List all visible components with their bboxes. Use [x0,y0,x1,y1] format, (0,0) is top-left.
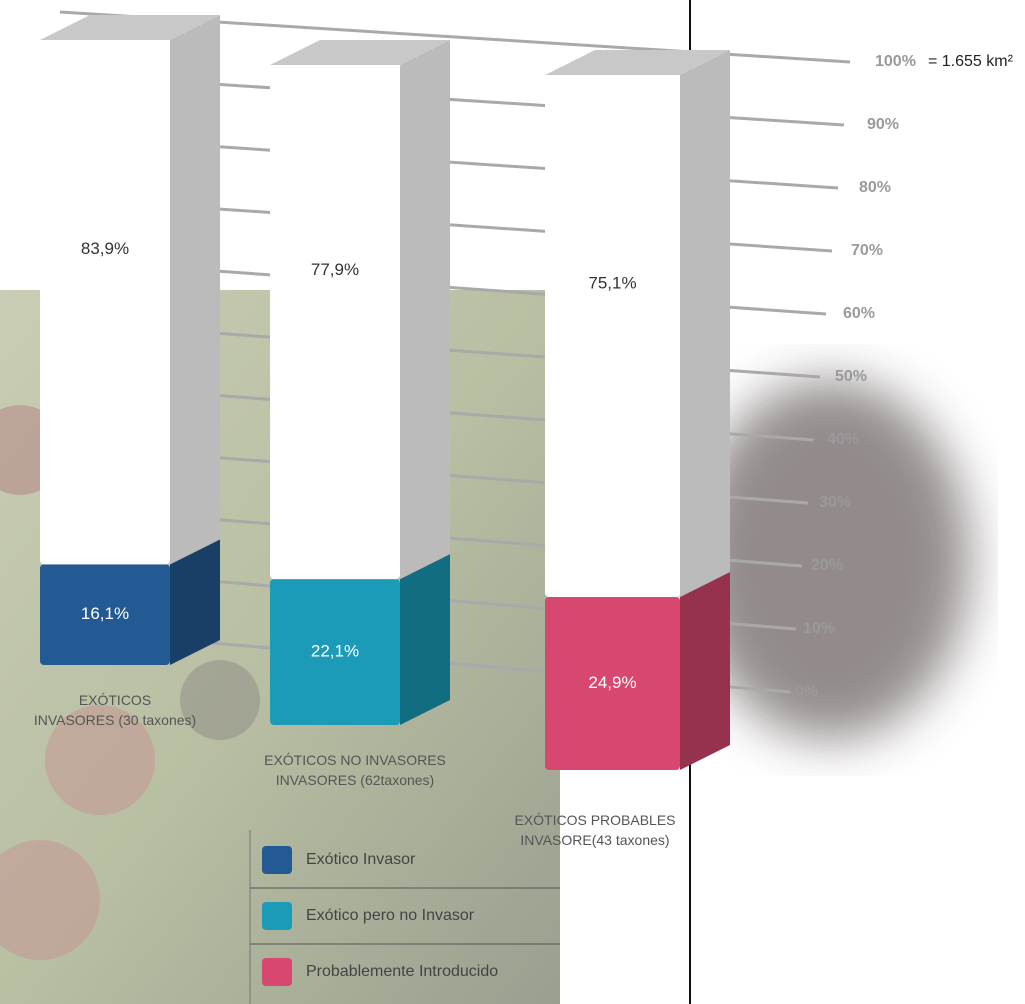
legend-label: Exótico pero no Invasor [306,907,475,924]
y-tick-label: 70% [851,242,883,259]
legend-swatch [262,846,292,874]
y-tick-label: 100% [875,53,916,70]
value-label: 83,9% [81,239,129,258]
y-tick-label: 60% [843,305,875,322]
legend-label: Exótico Invasor [306,851,416,868]
y-tick-label: 40% [827,431,859,448]
category-label: EXÓTICOS PROBABLES INVASORE(43 taxones) [465,810,725,860]
page: 0% 10% 20% 30% 40% 50% 60% 70% 80% 90% 100% = 1.655… [0,0,1025,1004]
category-label: EXÓTICOS NO INVASORES INVASORES (62taxon… [225,750,485,800]
annotation: = 1.655 km² [928,53,1014,70]
category-text: EXÓTICOS NO INVASORES INVASORES (62taxon… [225,750,485,790]
bar [40,40,170,564]
bar-side [680,572,730,770]
value-label: 77,9% [311,260,359,279]
value-label: 24,9% [588,673,636,692]
bar-side [170,15,220,564]
value-label: 16,1% [81,604,129,623]
bar [545,75,680,597]
y-tick-label: 90% [867,116,899,133]
y-tick-label: 20% [811,557,843,574]
category-label: EXÓTICOS INVASORES (30 taxones) [0,690,245,740]
y-tick-label: 50% [835,368,867,385]
legend-swatch [262,902,292,930]
bar-side [400,40,450,579]
bar-side [680,50,730,597]
y-tick-label: 10% [803,620,835,637]
bar [270,65,400,579]
legend-label: Probablemente Introducido [306,963,498,980]
y-tick-label: 30% [819,494,851,511]
legend-swatch [262,958,292,986]
chart: 0% 10% 20% 30% 40% 50% 60% 70% 80% 90% 100% = 1.655… [0,0,1025,1004]
category-text: EXÓTICOS INVASORES (30 taxones) [0,690,245,730]
category-text: EXÓTICOS PROBABLES INVASORE(43 taxones) [465,810,725,850]
bar-side [400,554,450,725]
bars [40,15,730,770]
y-tick-label: 0% [795,683,818,700]
y-tick-label: 80% [859,179,891,196]
value-label: 22,1% [311,642,359,661]
value-label: 75,1% [588,273,636,292]
